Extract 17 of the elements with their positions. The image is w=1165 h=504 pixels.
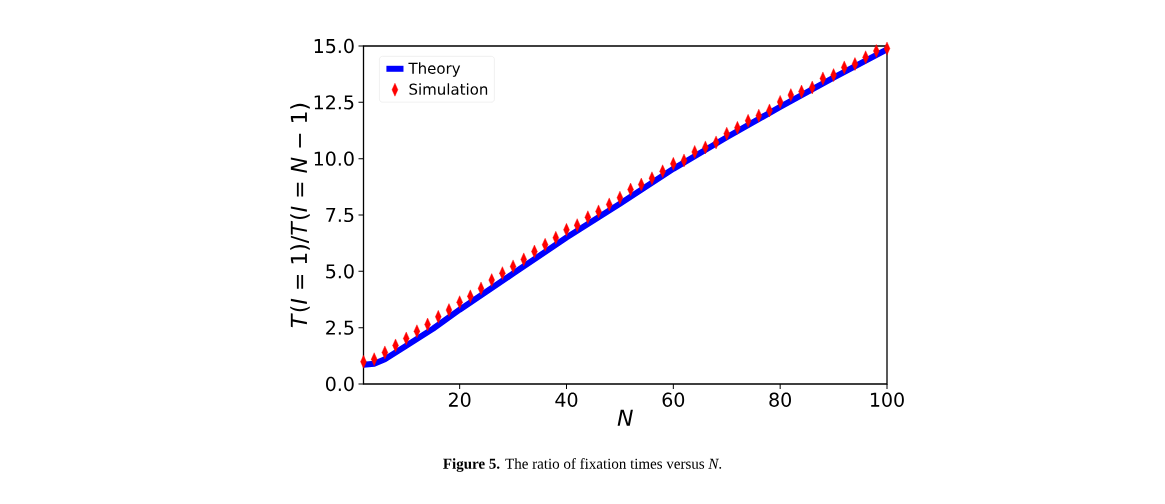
- legend-label: Theory: [408, 62, 461, 77]
- y-tick-label: 15.0: [314, 38, 354, 54]
- x-tick-label: 20: [448, 392, 471, 407]
- x-axis-title: N: [617, 409, 633, 426]
- y-tick-label: 10.0: [314, 151, 354, 166]
- y-tick-label: 5.0: [326, 264, 354, 279]
- y-tick-label: 12.5: [314, 95, 354, 110]
- x-tick-label: 100: [870, 392, 904, 407]
- x-tick-label: 60: [662, 392, 685, 407]
- text: Figure 5. The ratio of fixation times versus N.: [443, 458, 722, 472]
- x-tick-label: 40: [555, 392, 578, 407]
- text: T(I = 1)/T(I = N − 1): [290, 103, 310, 328]
- y-tick-label: 7.5: [326, 207, 354, 223]
- y-tick-label: 0.0: [326, 376, 354, 392]
- y-tick-label: 2.5: [326, 320, 354, 335]
- legend-label: Simulation: [409, 83, 488, 95]
- x-tick-label: 80: [769, 392, 791, 407]
